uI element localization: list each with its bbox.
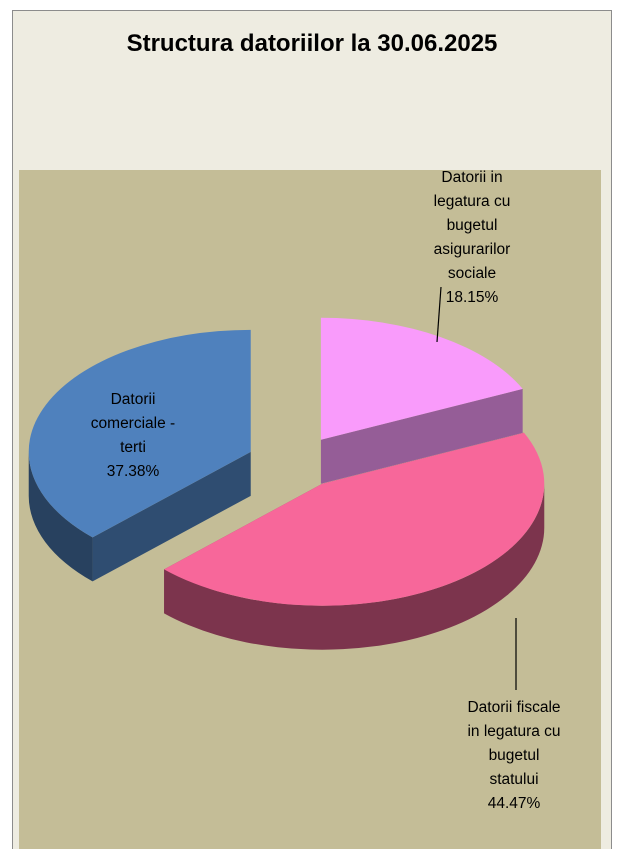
slice-wall: [164, 483, 545, 650]
slice-wall: [28, 451, 93, 582]
label-name: Datorii comerciale - terti: [90, 391, 176, 456]
chart-title: Structura datoriilor la 30.06.2025: [126, 30, 498, 57]
label-name: Datorii in legatura cu bugetul asigurari…: [433, 169, 511, 282]
label-value: 44.47%: [487, 795, 541, 812]
data-label: Datorii in legatura cu bugetul asigurari…: [420, 166, 524, 310]
slice: [28, 329, 251, 538]
label-value: 18.15%: [445, 289, 499, 306]
label-value: 37.38%: [106, 463, 160, 480]
slice: [320, 317, 523, 440]
leader-line: [436, 286, 442, 343]
slice-side: [92, 451, 251, 582]
slice: [164, 432, 545, 606]
label-name: Datorii fiscale in legatura cu bugetul s…: [467, 699, 561, 788]
slice-side: [320, 388, 523, 484]
data-label: Datorii comerciale - terti 37.38%: [88, 388, 178, 484]
data-label: Datorii fiscale in legatura cu bugetul s…: [462, 696, 566, 816]
